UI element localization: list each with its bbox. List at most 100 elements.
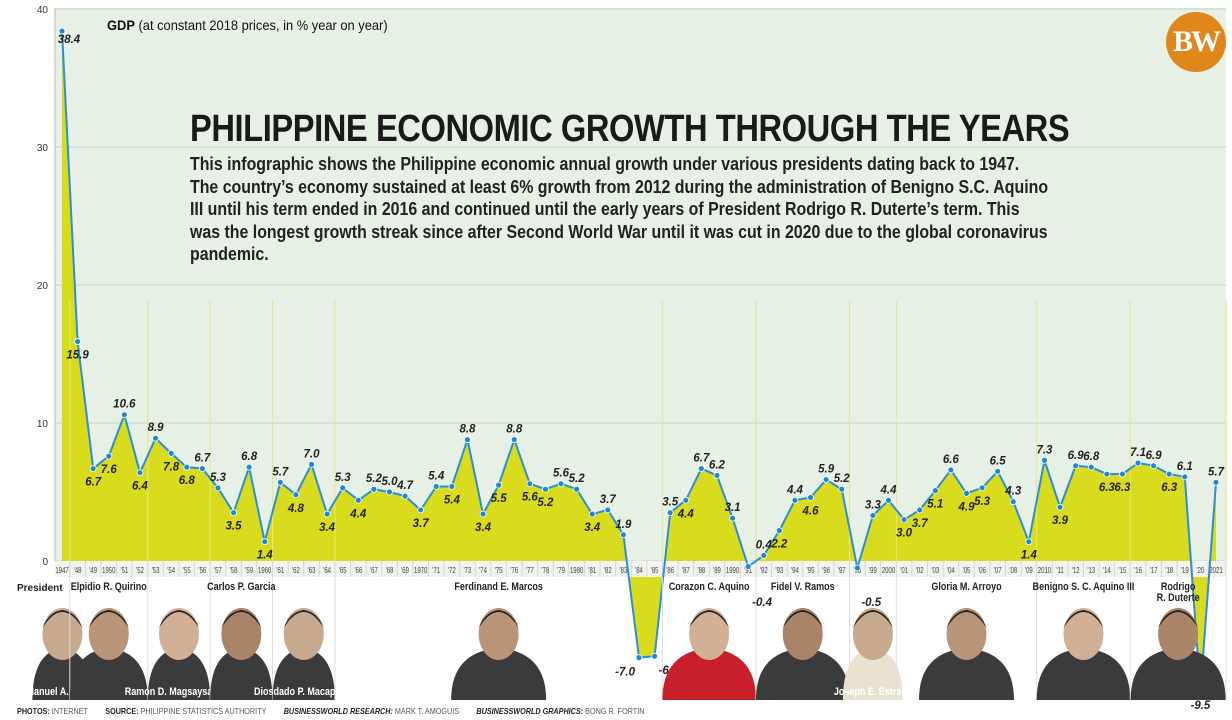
data-label: 3.5 xyxy=(662,497,679,509)
x-tick-label: '20 xyxy=(1196,567,1204,575)
data-point xyxy=(1056,503,1064,511)
data-label: 5.0 xyxy=(381,476,398,488)
data-label: 4.7 xyxy=(396,480,414,492)
data-point xyxy=(354,496,362,504)
data-label: 6.3 xyxy=(1114,482,1131,494)
data-point xyxy=(651,652,658,660)
data-label: 7.0 xyxy=(304,448,321,460)
data-point xyxy=(339,484,347,492)
data-label: 7.6 xyxy=(101,464,118,476)
data-point xyxy=(620,531,627,539)
portrait-body xyxy=(842,648,903,700)
data-point xyxy=(152,434,159,442)
data-label: -0.5 xyxy=(861,597,881,609)
data-label: 8.8 xyxy=(506,424,523,436)
portrait-hair xyxy=(221,610,262,628)
president-name: Rodrigo R. Duterte xyxy=(1157,581,1200,604)
description: This infographic shows the Philippine ec… xyxy=(190,153,1049,264)
x-tick-label: '04 xyxy=(947,567,955,575)
x-tick-label: '08 xyxy=(1009,567,1017,575)
x-tick-label: '81 xyxy=(588,567,596,575)
data-point xyxy=(276,478,284,486)
data-point xyxy=(542,485,549,493)
data-point xyxy=(58,27,66,35)
president-name: Carlos P. Garcia xyxy=(207,581,276,593)
data-point xyxy=(1009,498,1017,506)
data-label: 4.4 xyxy=(786,484,804,496)
x-tick-label: '53 xyxy=(152,567,160,575)
president-portrait xyxy=(755,608,850,700)
data-label: 6.3 xyxy=(1161,482,1178,494)
portrait-face xyxy=(1063,608,1104,660)
data-label: 3.9 xyxy=(1052,515,1069,527)
data-point xyxy=(292,491,300,499)
data-point xyxy=(604,506,612,514)
data-point xyxy=(1103,470,1111,478)
data-point xyxy=(994,467,1002,475)
x-tick-label: '95 xyxy=(807,567,815,575)
x-tick-label: '77 xyxy=(526,567,534,575)
data-label: 1.4 xyxy=(257,550,274,562)
portrait-face xyxy=(478,608,519,660)
x-axis-strip xyxy=(55,561,1226,577)
data-point xyxy=(713,472,721,479)
data-label: 6.1 xyxy=(1177,461,1193,473)
data-label: 3.0 xyxy=(896,528,913,540)
portrait-hair xyxy=(1158,610,1199,628)
x-tick-label: '57 xyxy=(214,567,222,575)
x-tick-label: 2000 xyxy=(882,567,895,575)
president-portrait xyxy=(842,608,903,700)
x-tick-label: '12 xyxy=(1072,567,1080,575)
x-tick-label: '82 xyxy=(604,567,612,575)
data-label: 6.9 xyxy=(1146,450,1163,462)
data-label: 6.9 xyxy=(1068,450,1085,462)
x-tick-label: '93 xyxy=(775,567,783,575)
data-point xyxy=(214,484,222,492)
data-point xyxy=(635,654,643,661)
data-label: 3.4 xyxy=(475,522,492,534)
data-point xyxy=(947,466,955,474)
x-tick-label: 1947 xyxy=(55,567,68,575)
x-tick-label: '51 xyxy=(120,567,128,575)
data-label: 2.2 xyxy=(770,539,788,551)
portrait-face xyxy=(1158,608,1199,660)
y-tick-label: 30 xyxy=(37,143,49,154)
x-tick-label: '71 xyxy=(432,567,440,575)
x-tick-label: '15 xyxy=(1119,567,1127,575)
portrait-body xyxy=(755,648,850,700)
x-tick-label: 2010 xyxy=(1038,567,1051,575)
portrait-hair xyxy=(1063,610,1104,628)
x-tick-label: '65 xyxy=(339,567,347,575)
data-label: 3.7 xyxy=(912,518,929,530)
data-point xyxy=(931,487,939,495)
x-tick-label: '52 xyxy=(136,567,144,575)
x-tick-label: '55 xyxy=(183,567,191,575)
x-tick-label: '67 xyxy=(370,567,378,575)
x-tick-label: '02 xyxy=(916,567,924,575)
x-tick-label: '09 xyxy=(1025,567,1033,575)
data-point xyxy=(885,496,892,504)
president-name: Joseph E. Estrada xyxy=(834,686,912,698)
data-label: 5.2 xyxy=(834,473,851,485)
portrait-body xyxy=(272,648,335,700)
x-tick-label: 1950 xyxy=(102,567,115,575)
data-label: 3.4 xyxy=(584,522,601,534)
data-label: 5.4 xyxy=(444,494,461,506)
x-tick-label: '62 xyxy=(292,567,300,575)
portrait-face xyxy=(852,608,893,660)
data-label: 5.2 xyxy=(569,473,586,485)
data-point xyxy=(230,509,237,517)
data-label: 6.7 xyxy=(85,477,102,489)
data-point xyxy=(807,494,814,501)
data-point xyxy=(916,506,924,514)
x-tick-label: '49 xyxy=(89,567,97,575)
data-point xyxy=(963,489,970,497)
x-tick-label: '03 xyxy=(931,567,939,575)
portrait-body xyxy=(210,648,273,700)
x-tick-label: '66 xyxy=(354,567,362,575)
portrait-hair xyxy=(689,610,730,628)
data-label: 6.8 xyxy=(241,451,258,463)
x-tick-label: '54 xyxy=(167,567,175,575)
data-label: 8.8 xyxy=(459,424,476,436)
